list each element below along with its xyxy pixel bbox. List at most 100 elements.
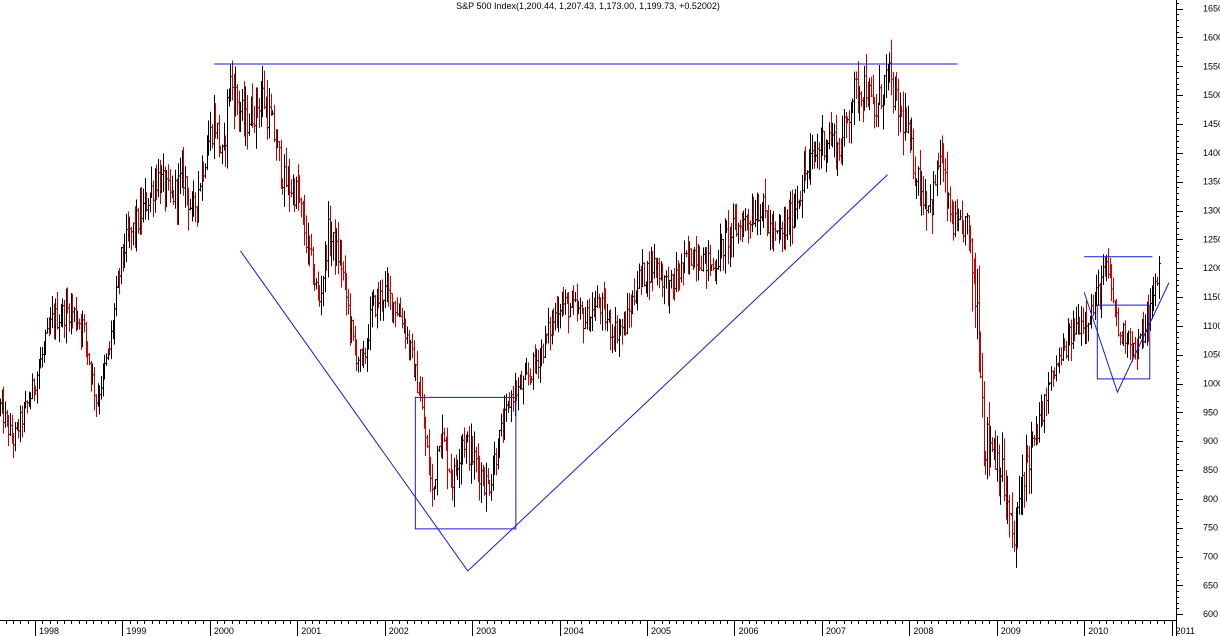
- y-tick-label: 1250: [1203, 234, 1220, 244]
- price-bar: [236, 84, 239, 116]
- price-bar: [527, 362, 530, 386]
- price-bar: [512, 385, 515, 412]
- price-bar: [709, 244, 712, 277]
- price-bar: [806, 170, 809, 189]
- price-bar: [848, 110, 851, 144]
- price-bar: [322, 275, 325, 307]
- price-bar: [367, 324, 370, 350]
- price-bar: [500, 413, 503, 437]
- price-bar: [759, 204, 762, 235]
- price-bar: [216, 122, 219, 140]
- price-bar: [125, 213, 128, 263]
- x-tick-label: 2010: [1088, 626, 1108, 636]
- price-bar: [1028, 446, 1031, 495]
- price-bar: [174, 169, 177, 209]
- y-tick-label: 700: [1203, 552, 1218, 562]
- price-bar: [680, 253, 683, 283]
- price-bar: [157, 159, 160, 198]
- price-bar: [490, 474, 493, 501]
- price-bar: [179, 157, 182, 195]
- price-bar: [986, 416, 989, 480]
- y-tick-label: 1400: [1203, 148, 1220, 158]
- price-bar: [1008, 494, 1011, 538]
- price-bar: [964, 215, 967, 246]
- price-bar: [670, 270, 673, 289]
- y-tick-label: 1100: [1203, 321, 1220, 331]
- price-bar: [542, 343, 545, 364]
- price-bar: [683, 240, 686, 274]
- price-bar: [628, 293, 631, 328]
- price-bar: [532, 352, 535, 390]
- price-bar: [443, 427, 446, 443]
- x-tick-label: 2000: [214, 626, 234, 636]
- price-bar: [828, 122, 831, 150]
- price-bar: [885, 54, 888, 98]
- x-tick-label: 2007: [826, 626, 846, 636]
- price-bar: [285, 147, 288, 188]
- y-tick-label: 1650: [1203, 4, 1220, 14]
- price-bar: [584, 307, 587, 330]
- price-bar: [463, 427, 466, 458]
- price-bar: [564, 289, 567, 315]
- price-bar: [209, 111, 212, 151]
- price-bar: [591, 292, 594, 331]
- price-bar: [845, 111, 848, 139]
- price-bar: [892, 72, 895, 114]
- price-bar: [1058, 347, 1061, 374]
- price-bar: [283, 154, 286, 207]
- price-bar: [902, 91, 905, 156]
- price-bar: [384, 270, 387, 309]
- price-bar: [1033, 434, 1036, 447]
- price-bar: [606, 303, 609, 332]
- price-bar: [352, 319, 355, 341]
- price-bar: [658, 258, 661, 289]
- price-bar: [954, 200, 957, 238]
- price-bar: [1055, 355, 1058, 382]
- y-tick-label: 750: [1203, 523, 1218, 533]
- price-bar: [320, 275, 323, 316]
- price-bar: [369, 296, 372, 351]
- price-bar: [110, 320, 113, 360]
- price-bar: [853, 71, 856, 126]
- price-bar: [485, 462, 488, 512]
- x-axis: 1998 1999 2000 2001 2002 2003 2004 2005 2006 2007…: [0, 620, 1195, 636]
- y-tick-label: 850: [1203, 465, 1218, 475]
- price-bar: [473, 431, 476, 480]
- x-tick-label: 2005: [651, 626, 671, 636]
- price-bar: [865, 54, 868, 108]
- price-bar: [855, 71, 858, 99]
- price-bar: [648, 251, 651, 301]
- y-tick-label: 1600: [1203, 32, 1220, 42]
- price-bar: [404, 318, 407, 349]
- price-bar: [389, 275, 392, 311]
- price-bar: [739, 219, 742, 241]
- price-bar: [586, 299, 589, 330]
- price-bar: [537, 349, 540, 379]
- price-bar: [727, 210, 730, 265]
- y-tick-label: 1350: [1203, 177, 1220, 187]
- price-bar: [327, 201, 330, 278]
- y-tick-label: 1500: [1203, 90, 1220, 100]
- price-bar: [147, 198, 150, 221]
- price-bar: [547, 307, 550, 344]
- price-bar: [522, 375, 525, 405]
- price-bar: [1011, 492, 1014, 549]
- x-tick-label: 2004: [564, 626, 584, 636]
- price-bar: [120, 247, 123, 285]
- price-bar: [976, 268, 979, 340]
- price-bar: [559, 303, 562, 329]
- y-tick-label: 1550: [1203, 61, 1220, 71]
- price-bar: [1117, 307, 1120, 337]
- price-bar: [574, 291, 577, 303]
- price-bar: [26, 400, 29, 414]
- price-bar: [95, 394, 98, 418]
- price-bar: [1023, 472, 1026, 508]
- price-bar: [949, 186, 952, 223]
- price-bar: [21, 405, 24, 438]
- price-bar: [611, 324, 614, 353]
- price-bar: [981, 352, 984, 418]
- price-bar: [996, 435, 999, 482]
- price-bar: [939, 139, 942, 185]
- x-tick-label: 1998: [39, 626, 59, 636]
